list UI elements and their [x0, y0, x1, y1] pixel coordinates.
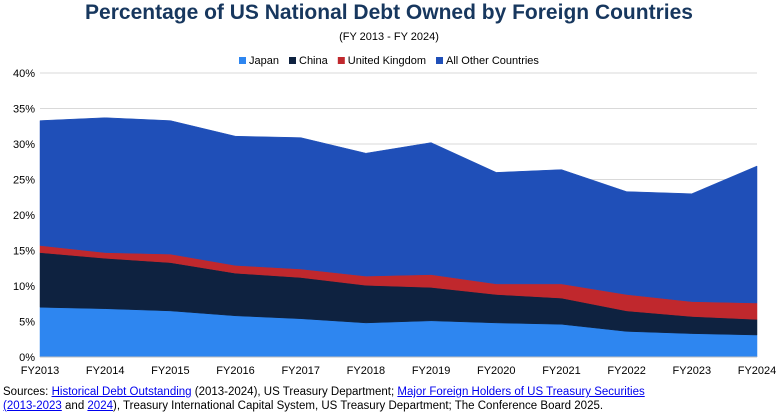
legend-swatch	[436, 57, 443, 64]
legend-label: China	[299, 55, 329, 67]
legend-swatch	[289, 57, 296, 64]
historical-debt-link[interactable]: Historical Debt Outstanding	[51, 386, 192, 398]
y-tick-label: 20%	[13, 210, 35, 222]
y-tick-label: 25%	[13, 175, 35, 187]
x-tick-labels: FY2013 FY2014 FY2015 FY2016 FY2017 FY2018 FY20…	[21, 365, 777, 377]
y-tick-label: 30%	[13, 139, 35, 151]
legend-item: United Kingdom	[337, 55, 426, 67]
y-tick-label: 40%	[13, 68, 35, 80]
legend-label: United Kingdom	[348, 55, 426, 67]
sources-note: Sources: Historical Debt Outstanding (20…	[3, 386, 775, 413]
x-tick-label: FY2015	[151, 365, 190, 377]
x-tick-label: FY2023	[673, 365, 712, 377]
y-tick-label: 5%	[19, 317, 35, 329]
y-axis: 0% 5% 10% 15% 20% 25% 30% 35% 40%	[13, 68, 35, 364]
legend-label: All Other Countries	[446, 55, 539, 67]
x-tick-label: FY2019	[412, 365, 451, 377]
legend-swatch	[337, 57, 345, 64]
legend-item: China	[289, 55, 329, 67]
y-tick-label: 0%	[19, 352, 35, 364]
chart-subtitle: (FY 2013 - FY 2024)	[339, 31, 439, 43]
y-tick-label: 35%	[13, 104, 35, 116]
x-tick-label: FY2018	[347, 365, 386, 377]
sources-text-1: (2013-2024), US Treasury Department;	[191, 386, 398, 398]
chart-title: Percentage of US National Debt Owned by …	[85, 1, 693, 24]
legend-swatch	[239, 57, 246, 64]
major-foreign-holders-link[interactable]: Major Foreign Holders of US Treasury Sec…	[397, 386, 645, 398]
area-series	[39, 117, 758, 358]
x-tick-label: FY2021	[542, 365, 581, 377]
sources-prefix: Sources:	[3, 386, 52, 398]
sources-text-3: ), Treasury International Capital System…	[113, 399, 604, 412]
x-tick-label: FY2020	[477, 365, 516, 377]
link-2024[interactable]: 2024	[87, 399, 113, 412]
x-tick-label: FY2014	[86, 365, 125, 377]
y-tick-label: 10%	[13, 281, 35, 293]
legend-item: Japan	[239, 55, 279, 67]
x-tick-label: FY2022	[607, 365, 646, 377]
x-tick-label: FY2024	[738, 365, 777, 377]
legend-item: All Other Countries	[436, 55, 539, 67]
y-tick-label: 15%	[13, 246, 35, 258]
sources-text-2: and	[61, 399, 88, 412]
x-tick-label: FY2013	[21, 365, 60, 377]
x-tick-label: FY2017	[281, 365, 320, 377]
link-2013-2023[interactable]: (2013-2023	[3, 399, 62, 412]
stacked-area-chart: Japan China United Kingdom All Other Countr…	[13, 55, 777, 377]
legend-label: Japan	[249, 55, 279, 67]
chart-legend: Japan China United Kingdom All Other Countr…	[239, 55, 539, 67]
x-tick-label: FY2016	[216, 365, 255, 377]
series-all-other-countries-area	[39, 117, 758, 304]
